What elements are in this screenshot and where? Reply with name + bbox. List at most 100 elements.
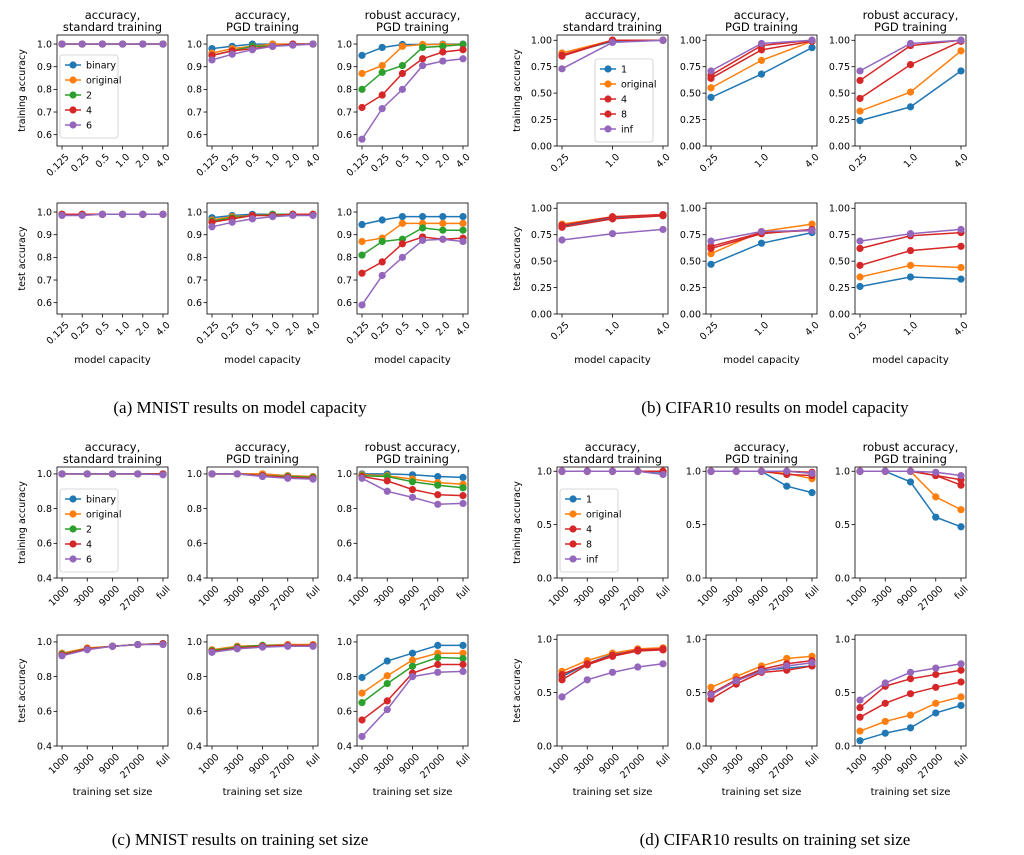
- y-tick-label: 1.00: [531, 36, 552, 47]
- y-tick-label: 0.00: [680, 309, 701, 320]
- y-tick-label: 0.50: [531, 88, 552, 99]
- data-point: [434, 668, 442, 676]
- y-tick-label: 0.8: [187, 253, 202, 264]
- data-point: [957, 701, 965, 710]
- legend-marker: [69, 495, 77, 503]
- y-tick-label: 0.8: [37, 253, 52, 264]
- data-point: [434, 500, 442, 508]
- x-axis-label: training set size: [223, 787, 303, 798]
- column-title: accuracy,: [585, 8, 641, 22]
- x-axis-label: model capacity: [374, 355, 451, 366]
- legend-marker: [604, 110, 612, 118]
- data-point: [378, 216, 386, 224]
- data-point: [248, 46, 256, 54]
- legend-marker: [69, 525, 77, 533]
- data-point: [932, 683, 940, 691]
- data-point: [459, 219, 467, 227]
- data-point: [732, 467, 740, 475]
- data-point: [408, 649, 417, 657]
- data-point: [419, 55, 427, 63]
- y-tick-label: 0.4: [37, 573, 52, 584]
- data-point: [608, 467, 617, 475]
- x-tick-label: 0.5: [94, 320, 112, 338]
- x-tick-label: 2.0: [434, 152, 452, 170]
- data-point: [408, 478, 417, 486]
- row-label: training accuracy: [512, 481, 523, 564]
- y-tick-label: 0.0: [686, 573, 701, 584]
- panel-b-r0-c1: 0.000.250.500.751.000.25 1.0 4.0accuracy,P…: [680, 8, 822, 175]
- x-axis-label: training set size: [722, 787, 802, 798]
- y-tick-label: 0.0: [686, 741, 701, 752]
- data-point: [757, 467, 766, 475]
- data-point: [378, 105, 386, 113]
- data-point: [228, 218, 236, 226]
- data-point: [957, 666, 965, 674]
- y-tick-label: 0.75: [531, 230, 552, 241]
- data-point: [906, 478, 915, 486]
- data-point: [358, 689, 366, 697]
- legend-label: 6: [86, 554, 92, 565]
- legend-marker: [569, 510, 577, 518]
- panel-b-r0-c0: 0.000.250.500.751.000.25 1.0 4.0accuracy,s…: [512, 8, 673, 175]
- data-point: [459, 40, 467, 49]
- y-tick-label: 0.8: [187, 504, 202, 515]
- data-point: [408, 673, 417, 681]
- x-tick-label: 0.125: [45, 320, 72, 347]
- legend-label: original: [86, 75, 122, 86]
- data-point: [78, 40, 86, 48]
- data-point: [439, 235, 447, 243]
- x-tick-label: 1.0: [753, 320, 771, 338]
- series-line: [361, 236, 464, 274]
- data-point: [783, 662, 791, 670]
- x-tick-label: 3000: [870, 752, 895, 777]
- data-point: [707, 237, 715, 245]
- data-point: [419, 43, 427, 52]
- data-point: [957, 47, 965, 55]
- axes-frame: [206, 466, 319, 579]
- data-point: [808, 489, 816, 497]
- data-point: [309, 211, 317, 220]
- column-title: accuracy,: [585, 440, 641, 454]
- x-tick-label: 2.0: [284, 320, 302, 338]
- column-title: standard training: [63, 452, 162, 466]
- legend-marker: [69, 121, 77, 129]
- y-tick-label: 0.7: [187, 107, 202, 118]
- y-tick-label: 0.6: [37, 298, 52, 309]
- axes-frame: [705, 202, 818, 315]
- axes-frame: [206, 34, 319, 147]
- data-point: [608, 652, 617, 660]
- x-tick-label: 1000: [547, 584, 572, 609]
- y-tick-label: 0.25: [531, 115, 552, 126]
- data-point: [459, 654, 467, 663]
- y-tick-label: 0.7: [337, 107, 352, 118]
- x-tick-label: 1000: [845, 752, 870, 777]
- data-point: [233, 645, 241, 653]
- x-tick-label: 1.0: [414, 320, 432, 338]
- x-tick-label: 3000: [572, 584, 597, 609]
- y-tick-label: 0.5: [686, 688, 701, 699]
- x-tick-label: full: [953, 752, 971, 770]
- series-line: [361, 227, 463, 256]
- data-point: [459, 484, 467, 492]
- x-tick-label: 27000: [767, 584, 796, 613]
- data-point: [439, 226, 447, 234]
- x-tick-label: 3000: [721, 584, 746, 609]
- y-tick-label: 0.25: [680, 283, 701, 294]
- y-tick-label: 0.0: [835, 741, 850, 752]
- axes-frame: [705, 466, 818, 579]
- x-tick-label: 0.25: [549, 320, 572, 343]
- x-tick-label: 2.0: [434, 320, 452, 338]
- y-tick-label: 0.75: [680, 62, 701, 73]
- x-tick-label: 27000: [916, 752, 945, 781]
- x-tick-label: 27000: [418, 584, 447, 613]
- y-tick-label: 0.9: [37, 230, 52, 241]
- data-point: [558, 52, 566, 60]
